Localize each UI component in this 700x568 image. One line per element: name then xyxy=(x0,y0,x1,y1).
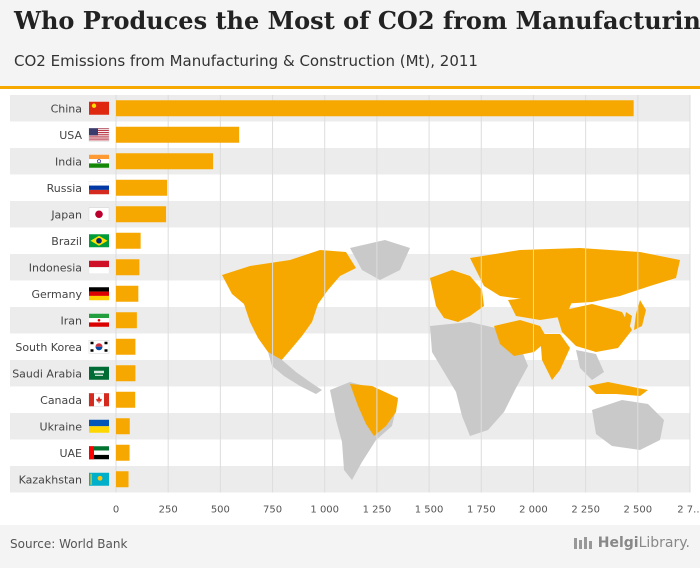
category-label-saudi-arabia: Saudi Arabia xyxy=(12,367,82,380)
x-tick-label: 1 500 xyxy=(415,505,444,516)
map-korea xyxy=(624,312,632,326)
bar-brazil xyxy=(116,232,141,249)
library-icon xyxy=(573,537,592,549)
x-tick-label: 0 xyxy=(113,505,119,516)
map-indonesia xyxy=(588,382,648,396)
chart-title: Who Produces the Most of CO2 from Manufa… xyxy=(14,6,700,35)
x-tick-label: 1 250 xyxy=(363,505,392,516)
header: Who Produces the Most of CO2 from Manufa… xyxy=(0,0,700,88)
flag-germany-icon xyxy=(89,287,109,301)
category-label-ukraine: Ukraine xyxy=(40,420,83,433)
x-tick-label: 250 xyxy=(159,505,178,516)
flag-saudi-arabia-icon xyxy=(89,366,109,380)
bar-russia xyxy=(116,179,168,196)
map-brazil xyxy=(350,384,398,436)
brand-name-rest: Library. xyxy=(638,535,690,551)
map-japan xyxy=(634,300,646,330)
row-stripe xyxy=(10,201,690,228)
flag-india-icon xyxy=(89,154,109,168)
map-greenland xyxy=(350,240,410,280)
map-india xyxy=(540,334,570,380)
flag-iran-icon xyxy=(89,313,109,327)
bar-ukraine xyxy=(116,418,130,435)
map-kazakhstan xyxy=(508,296,572,320)
bar-chart: China USA India Russia Japan Brazil Indonesia G… xyxy=(10,95,700,516)
category-label-japan: Japan xyxy=(50,208,82,221)
flag-japan-icon xyxy=(88,207,110,221)
brand-name-bold: Helgi xyxy=(597,535,639,551)
x-tick-label: 1 750 xyxy=(467,505,496,516)
category-label-russia: Russia xyxy=(47,182,82,195)
bar-iran xyxy=(116,312,137,329)
bar-uae xyxy=(116,444,130,461)
footer: Source: World Bank HelgiLibrary. xyxy=(0,525,700,568)
bar-china xyxy=(116,100,634,117)
chart-subtitle: CO2 Emissions from Manufacturing & Const… xyxy=(14,52,478,70)
map-australia xyxy=(592,400,664,450)
x-tick-label: 2 000 xyxy=(519,505,548,516)
map-russia xyxy=(470,248,680,304)
x-tick-label: 2 500 xyxy=(623,505,652,516)
brand-logo: HelgiLibrary. xyxy=(573,535,690,551)
map-africa xyxy=(430,322,528,436)
row-stripe xyxy=(10,148,690,175)
bar-usa xyxy=(116,126,240,143)
map-north-america xyxy=(222,250,356,362)
category-label-brazil: Brazil xyxy=(51,235,82,248)
world-map-background xyxy=(222,240,680,480)
x-tick-label: 1 000 xyxy=(310,505,339,516)
category-label-germany: Germany xyxy=(31,288,82,301)
category-label-uae: UAE xyxy=(59,447,82,460)
x-tick-label: 500 xyxy=(211,505,230,516)
bar-germany xyxy=(116,285,139,302)
category-label-south-korea: South Korea xyxy=(15,341,82,354)
flag-indonesia-icon xyxy=(88,260,110,274)
category-label-iran: Iran xyxy=(61,314,83,327)
flag-ukraine-icon xyxy=(89,419,109,433)
bar-saudi-arabia xyxy=(116,365,136,382)
category-label-canada: Canada xyxy=(40,394,82,407)
map-saudi-iran xyxy=(494,320,548,356)
bar-japan xyxy=(116,206,167,223)
map-southeast-asia xyxy=(576,350,604,380)
header-accent-line xyxy=(0,86,700,89)
flag-kazakhstan-icon xyxy=(89,472,109,486)
source-note: Source: World Bank xyxy=(10,537,128,551)
flag-usa-icon xyxy=(88,128,110,142)
map-china xyxy=(556,304,632,352)
category-label-india: India xyxy=(55,155,82,168)
x-tick-label: 750 xyxy=(263,505,282,516)
flag-china-icon xyxy=(89,101,109,115)
flag-south-korea-icon xyxy=(88,340,110,354)
bar-indonesia xyxy=(116,259,140,276)
category-label-kazakhstan: Kazakhstan xyxy=(19,473,82,486)
map-central-america xyxy=(268,352,322,394)
flag-uae-icon xyxy=(88,446,110,460)
bar-canada xyxy=(116,391,136,408)
bar-kazakhstan xyxy=(116,471,129,488)
flag-russia-icon xyxy=(88,181,110,195)
category-label-usa: USA xyxy=(59,129,82,142)
flag-brazil-icon xyxy=(89,234,109,248)
flag-canada-icon xyxy=(88,393,110,407)
map-europe xyxy=(430,270,484,322)
category-label-indonesia: Indonesia xyxy=(29,261,82,274)
x-tick-label: 2 250 xyxy=(571,505,600,516)
category-label-china: China xyxy=(51,102,82,115)
bar-india xyxy=(116,153,214,170)
x-tick-label: 2 7... xyxy=(677,505,700,516)
bar-south-korea xyxy=(116,338,136,355)
